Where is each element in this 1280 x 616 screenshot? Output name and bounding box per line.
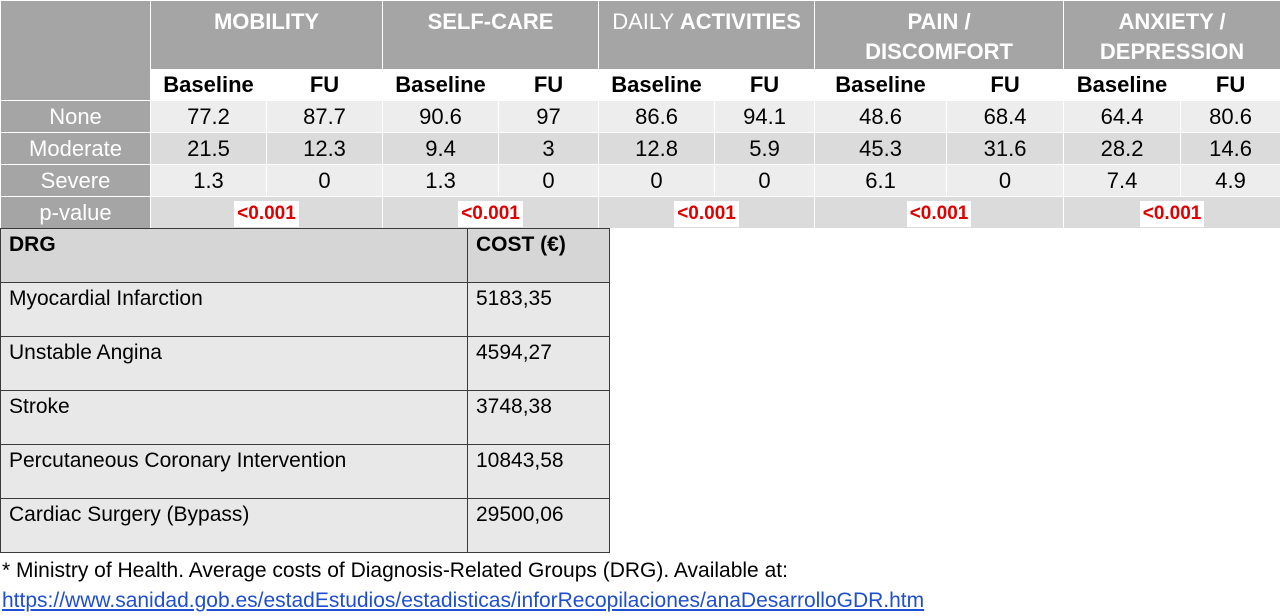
- table-cell: 77.2: [150, 100, 267, 133]
- subheader-fu: FU: [265, 69, 384, 101]
- table-row: Unstable Angina 4594,27: [0, 336, 610, 391]
- domain-anxiety-depression: ANXIETY / DEPRESSION: [1063, 0, 1280, 70]
- domain-pain-discomfort: PAIN / DISCOMFORT: [814, 0, 1065, 70]
- table-cell: 12.8: [598, 132, 716, 165]
- row-label: Severe: [0, 164, 151, 197]
- table-row: None 77.2 87.7 90.6 97 86.6 94.1 48.6 68…: [0, 100, 1280, 133]
- drg-name: Unstable Angina: [0, 336, 468, 391]
- table-header-row: DRG COST (€): [0, 228, 610, 283]
- table-cell: 6.1: [814, 164, 948, 197]
- table-cell: 12.3: [265, 132, 384, 165]
- table-cell: 0: [498, 164, 600, 197]
- table-cell: 45.3: [814, 132, 948, 165]
- table-cell: 80.6: [1180, 100, 1280, 133]
- pvalue-selfcare: <0.001: [458, 200, 523, 227]
- table-cell: 64.4: [1063, 100, 1182, 133]
- table-cell: 86.6: [598, 100, 716, 133]
- pvalue-anxiety-depression: <0.001: [1139, 200, 1205, 227]
- table-row: Myocardial Infarction 5183,35: [0, 282, 610, 337]
- source-link[interactable]: https://www.sanidad.gob.es/estadEstudios…: [2, 589, 925, 612]
- table-cell: 97: [498, 100, 600, 133]
- table-cell: 21.5: [150, 132, 267, 165]
- subheader-fu: FU: [498, 69, 600, 101]
- row-label: None: [0, 100, 151, 133]
- pvalue-row: p-value <0.001 <0.001 <0.001 <0.001 <0.0…: [0, 196, 1280, 229]
- footnote: * Ministry of Health. Average costs of D…: [2, 556, 1272, 616]
- table-cell: 0: [714, 164, 816, 197]
- drg-cost-table: DRG COST (€) Myocardial Infarction 5183,…: [0, 228, 610, 553]
- drg-name: Myocardial Infarction: [0, 282, 468, 337]
- subheader-fu: FU: [946, 69, 1065, 101]
- table-cell: 3: [498, 132, 600, 165]
- table-cell: 1.3: [150, 164, 267, 197]
- row-label: Moderate: [0, 132, 151, 165]
- table-row: Percutaneous Coronary Intervention 10843…: [0, 444, 610, 499]
- table-row: Severe 1.3 0 1.3 0 0 0 6.1 0 7.4 4.9: [0, 164, 1280, 197]
- drg-name: Stroke: [0, 390, 468, 445]
- table-cell: 9.4: [382, 132, 500, 165]
- pvalue-cell: <0.001: [382, 196, 600, 229]
- pvalue-pain-discomfort: <0.001: [906, 200, 972, 227]
- drg-name: Cardiac Surgery (Bypass): [0, 498, 468, 553]
- subheader-baseline: Baseline: [150, 69, 267, 101]
- table-cell: 28.2: [1063, 132, 1182, 165]
- domain-daily-activities: DAILY ACTIVITIES: [598, 0, 816, 70]
- drg-name: Percutaneous Coronary Intervention: [0, 444, 468, 499]
- corner-cell: [0, 0, 151, 101]
- table-cell: 90.6: [382, 100, 500, 133]
- subheader-baseline: Baseline: [382, 69, 500, 101]
- footnote-text: * Ministry of Health. Average costs of D…: [2, 559, 788, 582]
- table-row: Moderate 21.5 12.3 9.4 3 12.8 5.9 45.3 3…: [0, 132, 1280, 165]
- subheader-fu: FU: [1180, 69, 1280, 101]
- table-cell: 7.4: [1063, 164, 1182, 197]
- header-cost: COST (€): [467, 228, 610, 283]
- eq5d-table: MOBILITY SELF-CARE DAILY ACTIVITIES PAIN…: [0, 0, 1280, 229]
- drg-cost: 10843,58: [467, 444, 610, 499]
- header-drg: DRG: [0, 228, 468, 283]
- table-cell: 48.6: [814, 100, 948, 133]
- subheader-baseline: Baseline: [1063, 69, 1182, 101]
- table-cell: 5.9: [714, 132, 816, 165]
- table-row: Cardiac Surgery (Bypass) 29500,06: [0, 498, 610, 553]
- table-row: Stroke 3748,38: [0, 390, 610, 445]
- pvalue-daily-activities: <0.001: [674, 200, 739, 227]
- subheader-baseline: Baseline: [598, 69, 716, 101]
- subheader-baseline: Baseline: [814, 69, 948, 101]
- pvalue-cell: <0.001: [149, 196, 384, 229]
- drg-cost: 29500,06: [467, 498, 610, 553]
- table-cell: 14.6: [1180, 132, 1280, 165]
- table-cell: 87.7: [265, 100, 384, 133]
- drg-cost: 3748,38: [467, 390, 610, 445]
- row-label: p-value: [0, 196, 151, 229]
- drg-cost: 5183,35: [467, 282, 610, 337]
- table-cell: 0: [598, 164, 716, 197]
- table-cell: 1.3: [382, 164, 500, 197]
- table-cell: 0: [265, 164, 384, 197]
- table-cell: 68.4: [946, 100, 1065, 133]
- subheader-fu: FU: [714, 69, 816, 101]
- pvalue-mobility: <0.001: [234, 200, 299, 227]
- table-cell: 0: [946, 164, 1065, 197]
- table-cell: 4.9: [1180, 164, 1280, 197]
- domain-selfcare: SELF-CARE: [382, 0, 600, 70]
- pvalue-cell: <0.001: [598, 196, 816, 229]
- domain-mobility: MOBILITY: [149, 0, 384, 70]
- table-cell: 31.6: [946, 132, 1065, 165]
- pvalue-cell: <0.001: [1063, 196, 1280, 229]
- table-cell: 94.1: [714, 100, 816, 133]
- pvalue-cell: <0.001: [814, 196, 1065, 229]
- drg-cost: 4594,27: [467, 336, 610, 391]
